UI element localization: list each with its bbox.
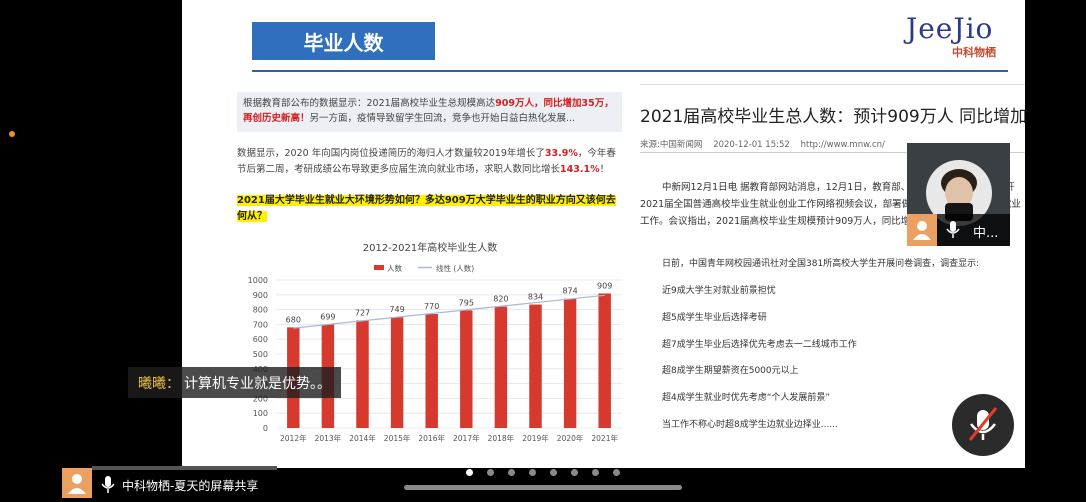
x-tick-label: 2012年 — [280, 433, 307, 443]
page-dot[interactable] — [550, 469, 557, 476]
presenter-mic-icon — [101, 476, 115, 493]
participant-name: 中... — [973, 226, 999, 241]
survey-item: 超8成学生期望薪资在5000元以上 — [662, 366, 799, 376]
shared-slide: 毕业人数 JeeJio 中科物栖 根据教育部公布的数据显示：2021届高校毕业生… — [182, 0, 1025, 474]
legend-label-bars: 人数 — [387, 263, 402, 273]
article-top-divider — [640, 84, 1025, 85]
y-tick-label: 200 — [253, 394, 268, 403]
data-label: 874 — [562, 287, 577, 296]
question-heading: 2021届大学毕业生就业大环境形势如何？多达909万大学毕业生的职业方向又该何去… — [237, 193, 622, 225]
quote-text-1: 根据教育部公布的数据显示：2021届高校毕业生总规模高达 — [243, 98, 496, 109]
stats-text-1: 数据显示，2020 年向国内岗位投递简历的海归人才数量较2019年增长了 — [237, 148, 545, 159]
chart-legend: 人数 线性 (人数) — [374, 263, 474, 273]
slide-title: 毕业人数 — [252, 22, 435, 60]
bar — [390, 317, 404, 428]
quote-text-2: 另一方面，疫情导致留学生回流，竞争也开始日益白热化发展... — [309, 113, 576, 124]
bar — [425, 314, 438, 428]
y-tick-label: 100 — [253, 409, 268, 418]
x-tick-label: 2017年 — [453, 433, 480, 443]
question-text: 2021届大学毕业生就业大环境形势如何？多达909万大学毕业生的职业方向又该何去… — [237, 195, 616, 222]
data-label: 770 — [424, 302, 439, 311]
live-caption: 曦曦： 计算机专业就是优势。。 — [128, 367, 341, 398]
trend-line — [293, 294, 605, 329]
x-tick-label: 2019年 — [522, 433, 549, 443]
bar — [563, 298, 577, 428]
survey-item: 超4成学生就业时优先考虑“个人发展前景” — [662, 393, 831, 403]
participant-name-bar: 中... — [907, 214, 1010, 246]
y-tick-label: 500 — [253, 350, 268, 359]
data-label: 699 — [320, 313, 335, 322]
y-tick-label: 700 — [253, 320, 268, 329]
screen-share-label: 中科物栖-夏天的屏幕共享 — [122, 479, 259, 493]
data-label: 795 — [459, 298, 474, 307]
x-tick-label: 2015年 — [384, 433, 411, 443]
data-label: 909 — [597, 281, 612, 290]
y-tick-label: 900 — [253, 291, 268, 300]
stats-highlight-1: 33.9% — [544, 148, 578, 159]
x-tick-label: 2021年 — [591, 433, 618, 443]
graduates-bar-chart: 2012-2021年高校毕业生人数 人数 线性 (人数) 680 699 727 74… — [248, 241, 622, 443]
page-dot[interactable] — [529, 469, 536, 476]
page-dot[interactable] — [487, 469, 494, 476]
page-dot[interactable] — [571, 469, 578, 476]
x-tick-label: 2020年 — [557, 433, 584, 443]
legend-swatch-bars — [374, 265, 384, 270]
x-tick-label: 2018年 — [488, 433, 515, 443]
share-indicator-line — [92, 466, 277, 470]
data-label: 834 — [528, 293, 543, 302]
data-label: 680 — [286, 315, 301, 324]
x-tick-label: 2014年 — [349, 433, 376, 443]
survey-item: 超5成学生毕业后选择考研 — [662, 313, 767, 323]
article-meta-divider — [640, 152, 1025, 153]
page-dot[interactable] — [508, 469, 515, 476]
survey-item: 当工作不称心时超8成学生边就业边择业...... — [662, 420, 838, 430]
status-dot — [9, 131, 15, 137]
article-url[interactable]: http://www.mnw.cn/ — [800, 140, 885, 150]
data-label: 727 — [355, 308, 370, 317]
stats-text-2: ，今年春节后第二周，考研成绩公布导致更多应届生流向就业市场，求职人数同比增长 — [237, 148, 616, 175]
brand-logo: JeeJio — [906, 12, 994, 45]
stats-highlight-2: 143.1% — [560, 164, 600, 175]
article-source: 来源:中国新闻网 — [640, 140, 703, 150]
y-tick-label: 800 — [253, 306, 268, 315]
data-label: 820 — [493, 295, 508, 304]
brand-logo-subtitle: 中科物栖 — [952, 46, 996, 59]
x-tick-label: 2013年 — [315, 433, 342, 443]
quote-box: 根据教育部公布的数据显示：2021届高校毕业生总规模高达909万人，同比增加35… — [237, 92, 622, 132]
chart-title: 2012-2021年高校毕业生人数 — [363, 241, 498, 254]
survey-item: 超7成学生毕业后选择优先考虑去一二线城市工作 — [662, 340, 857, 350]
bar — [529, 304, 542, 428]
page-dot-active[interactable] — [466, 469, 473, 476]
y-tick-label: 0 — [263, 424, 268, 433]
bar — [598, 293, 611, 428]
y-tick-label: 600 — [253, 335, 268, 344]
survey-item: 近9成大学生对就业前景担忧 — [662, 286, 776, 296]
mic-off-icon — [968, 407, 998, 441]
bar — [356, 320, 369, 428]
caption-speaker: 曦曦： — [138, 375, 180, 392]
caption-text: 计算机专业就是优势。。 — [184, 375, 331, 392]
mute-button[interactable] — [952, 394, 1014, 456]
title-divider — [252, 70, 1008, 72]
home-indicator[interactable] — [404, 485, 682, 490]
article-body: 中新网12月1日电 据教育部网站消息，12月1日，教育部、人力资源社会保障部召开… — [640, 182, 1021, 227]
bar — [494, 306, 508, 428]
data-label: 749 — [389, 305, 404, 314]
y-tick-label: 1000 — [248, 276, 268, 285]
article-date: 2020-12-01 15:52 — [713, 140, 790, 150]
article-headline: 2021届高校毕业生总人数：预计909万人 同比增加35万 — [640, 107, 1025, 127]
participant-mic-icon — [946, 221, 960, 238]
quote-highlight: 909万人，同比增加35万，再创历史新高！ — [243, 98, 614, 124]
page-dot[interactable] — [613, 469, 620, 476]
x-tick-label: 2016年 — [418, 433, 445, 443]
page-dot[interactable] — [592, 469, 599, 476]
bar — [460, 310, 473, 428]
article-meta: 来源:中国新闻网 2020-12-01 15:52 http://www.mnw… — [640, 138, 885, 150]
stats-text-3: ！ — [599, 164, 610, 175]
presenter-avatar[interactable] — [62, 468, 92, 498]
participant-user-icon — [907, 214, 937, 246]
legend-label-trend: 线性 (人数) — [436, 263, 474, 273]
survey-intro: 日前，中国青年网校园通讯社对全国381所高校大学生开展问卷调查，调查显示: — [662, 259, 980, 269]
stats-paragraph: 数据显示，2020 年向国内岗位投递简历的海归人才数量较2019年增长了33.9… — [237, 146, 622, 178]
